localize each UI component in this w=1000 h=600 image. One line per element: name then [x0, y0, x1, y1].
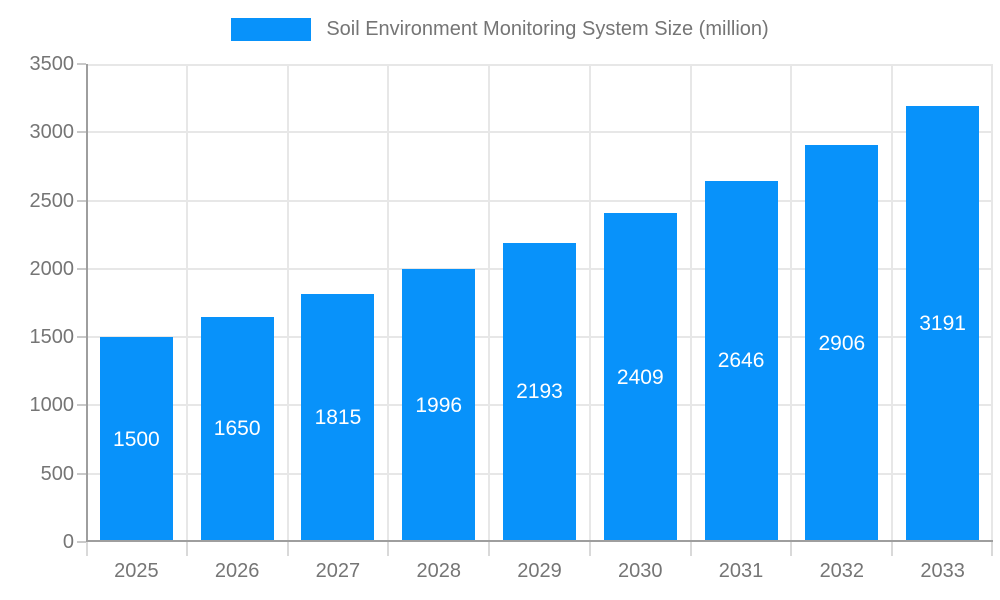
- y-axis-tick: [77, 199, 86, 202]
- x-axis-tick: [991, 542, 993, 556]
- gridline-vertical: [488, 64, 491, 542]
- x-axis-tick: [790, 542, 793, 556]
- y-axis-tick: [77, 63, 86, 65]
- y-axis-tick-label: 1000: [29, 394, 75, 417]
- bar-value-label: 1500: [113, 427, 160, 451]
- legend-swatch-icon: [231, 18, 312, 41]
- x-axis-tick-label: 2028: [416, 560, 461, 582]
- y-axis-tick: [77, 336, 86, 339]
- x-axis-tick: [488, 542, 491, 556]
- gridline-vertical: [790, 64, 793, 542]
- bar: 2906: [805, 145, 879, 542]
- x-axis-tick: [891, 542, 894, 556]
- y-axis-tick-label: 2000: [29, 257, 75, 280]
- bar: 2409: [603, 213, 677, 542]
- y-axis-tick-label: 500: [40, 462, 74, 485]
- y-axis-tick: [77, 131, 86, 134]
- bar-value-label: 2193: [516, 380, 563, 404]
- bar-value-label: 2409: [616, 365, 664, 389]
- bar: 1650: [200, 316, 274, 542]
- gridline-vertical: [185, 64, 188, 542]
- y-axis-tick: [77, 472, 86, 475]
- y-axis-tick-label: 0: [62, 531, 74, 553]
- y-axis-tick: [77, 267, 86, 270]
- gridline-horizontal: [86, 64, 993, 66]
- x-axis-tick: [86, 542, 88, 556]
- bar: 1996: [402, 269, 476, 542]
- y-axis-tick: [77, 541, 86, 543]
- plot-area: 1500 1650 1815 1996 2193 2409 2646 2906 3191: [77, 63, 993, 556]
- gridline-horizontal: [86, 131, 993, 134]
- bar-value-label: 3191: [919, 312, 966, 336]
- gridline-vertical: [891, 64, 894, 542]
- x-axis-tick: [286, 542, 289, 556]
- x-axis-tick-label: 2033: [920, 560, 965, 582]
- y-axis-tick-label: 3000: [29, 121, 75, 144]
- x-axis-tick-label: 2029: [517, 560, 562, 582]
- x-axis-tick-label: 2025: [114, 560, 159, 582]
- y-axis-line: [86, 64, 88, 542]
- bar: 1500: [99, 337, 173, 542]
- bar-value-label: 2906: [818, 331, 866, 355]
- x-axis-tick-label: 2026: [214, 560, 260, 582]
- gridline-vertical: [387, 64, 390, 542]
- x-axis-tick-label: 2032: [819, 560, 865, 582]
- gridline-vertical: [991, 64, 993, 542]
- x-axis-tick-label: 2027: [315, 560, 361, 582]
- y-axis-tick-label: 2500: [29, 189, 75, 212]
- bar-value-label: 1996: [415, 393, 463, 417]
- legend-item[interactable]: Soil Environment Monitoring System Size …: [0, 18, 1000, 41]
- x-axis-tick: [689, 542, 692, 556]
- bar-value-label: 1650: [213, 417, 261, 441]
- y-axis-tick-label: 1500: [29, 326, 75, 349]
- bar: 2193: [503, 242, 576, 542]
- gridline-vertical: [689, 64, 692, 542]
- x-axis-tick-label: 2030: [618, 560, 663, 582]
- bar-value-label: 2646: [717, 349, 765, 373]
- x-axis-tick: [588, 542, 591, 556]
- bar: 2646: [704, 180, 778, 542]
- gridline-vertical: [286, 64, 289, 542]
- legend-label: Soil Environment Monitoring System Size …: [326, 18, 769, 40]
- bar: 3191: [906, 106, 980, 542]
- x-axis-tick: [387, 542, 390, 556]
- gridline-vertical: [588, 64, 591, 542]
- y-axis-tick-label: 3500: [29, 53, 75, 75]
- gridline-horizontal: [86, 199, 993, 202]
- bar: 1815: [301, 294, 375, 542]
- y-axis-tick: [77, 404, 86, 407]
- x-axis-tick: [185, 542, 188, 556]
- x-axis-line: [86, 540, 993, 542]
- bar-value-label: 1815: [314, 406, 362, 430]
- x-axis-tick-label: 2031: [718, 560, 764, 582]
